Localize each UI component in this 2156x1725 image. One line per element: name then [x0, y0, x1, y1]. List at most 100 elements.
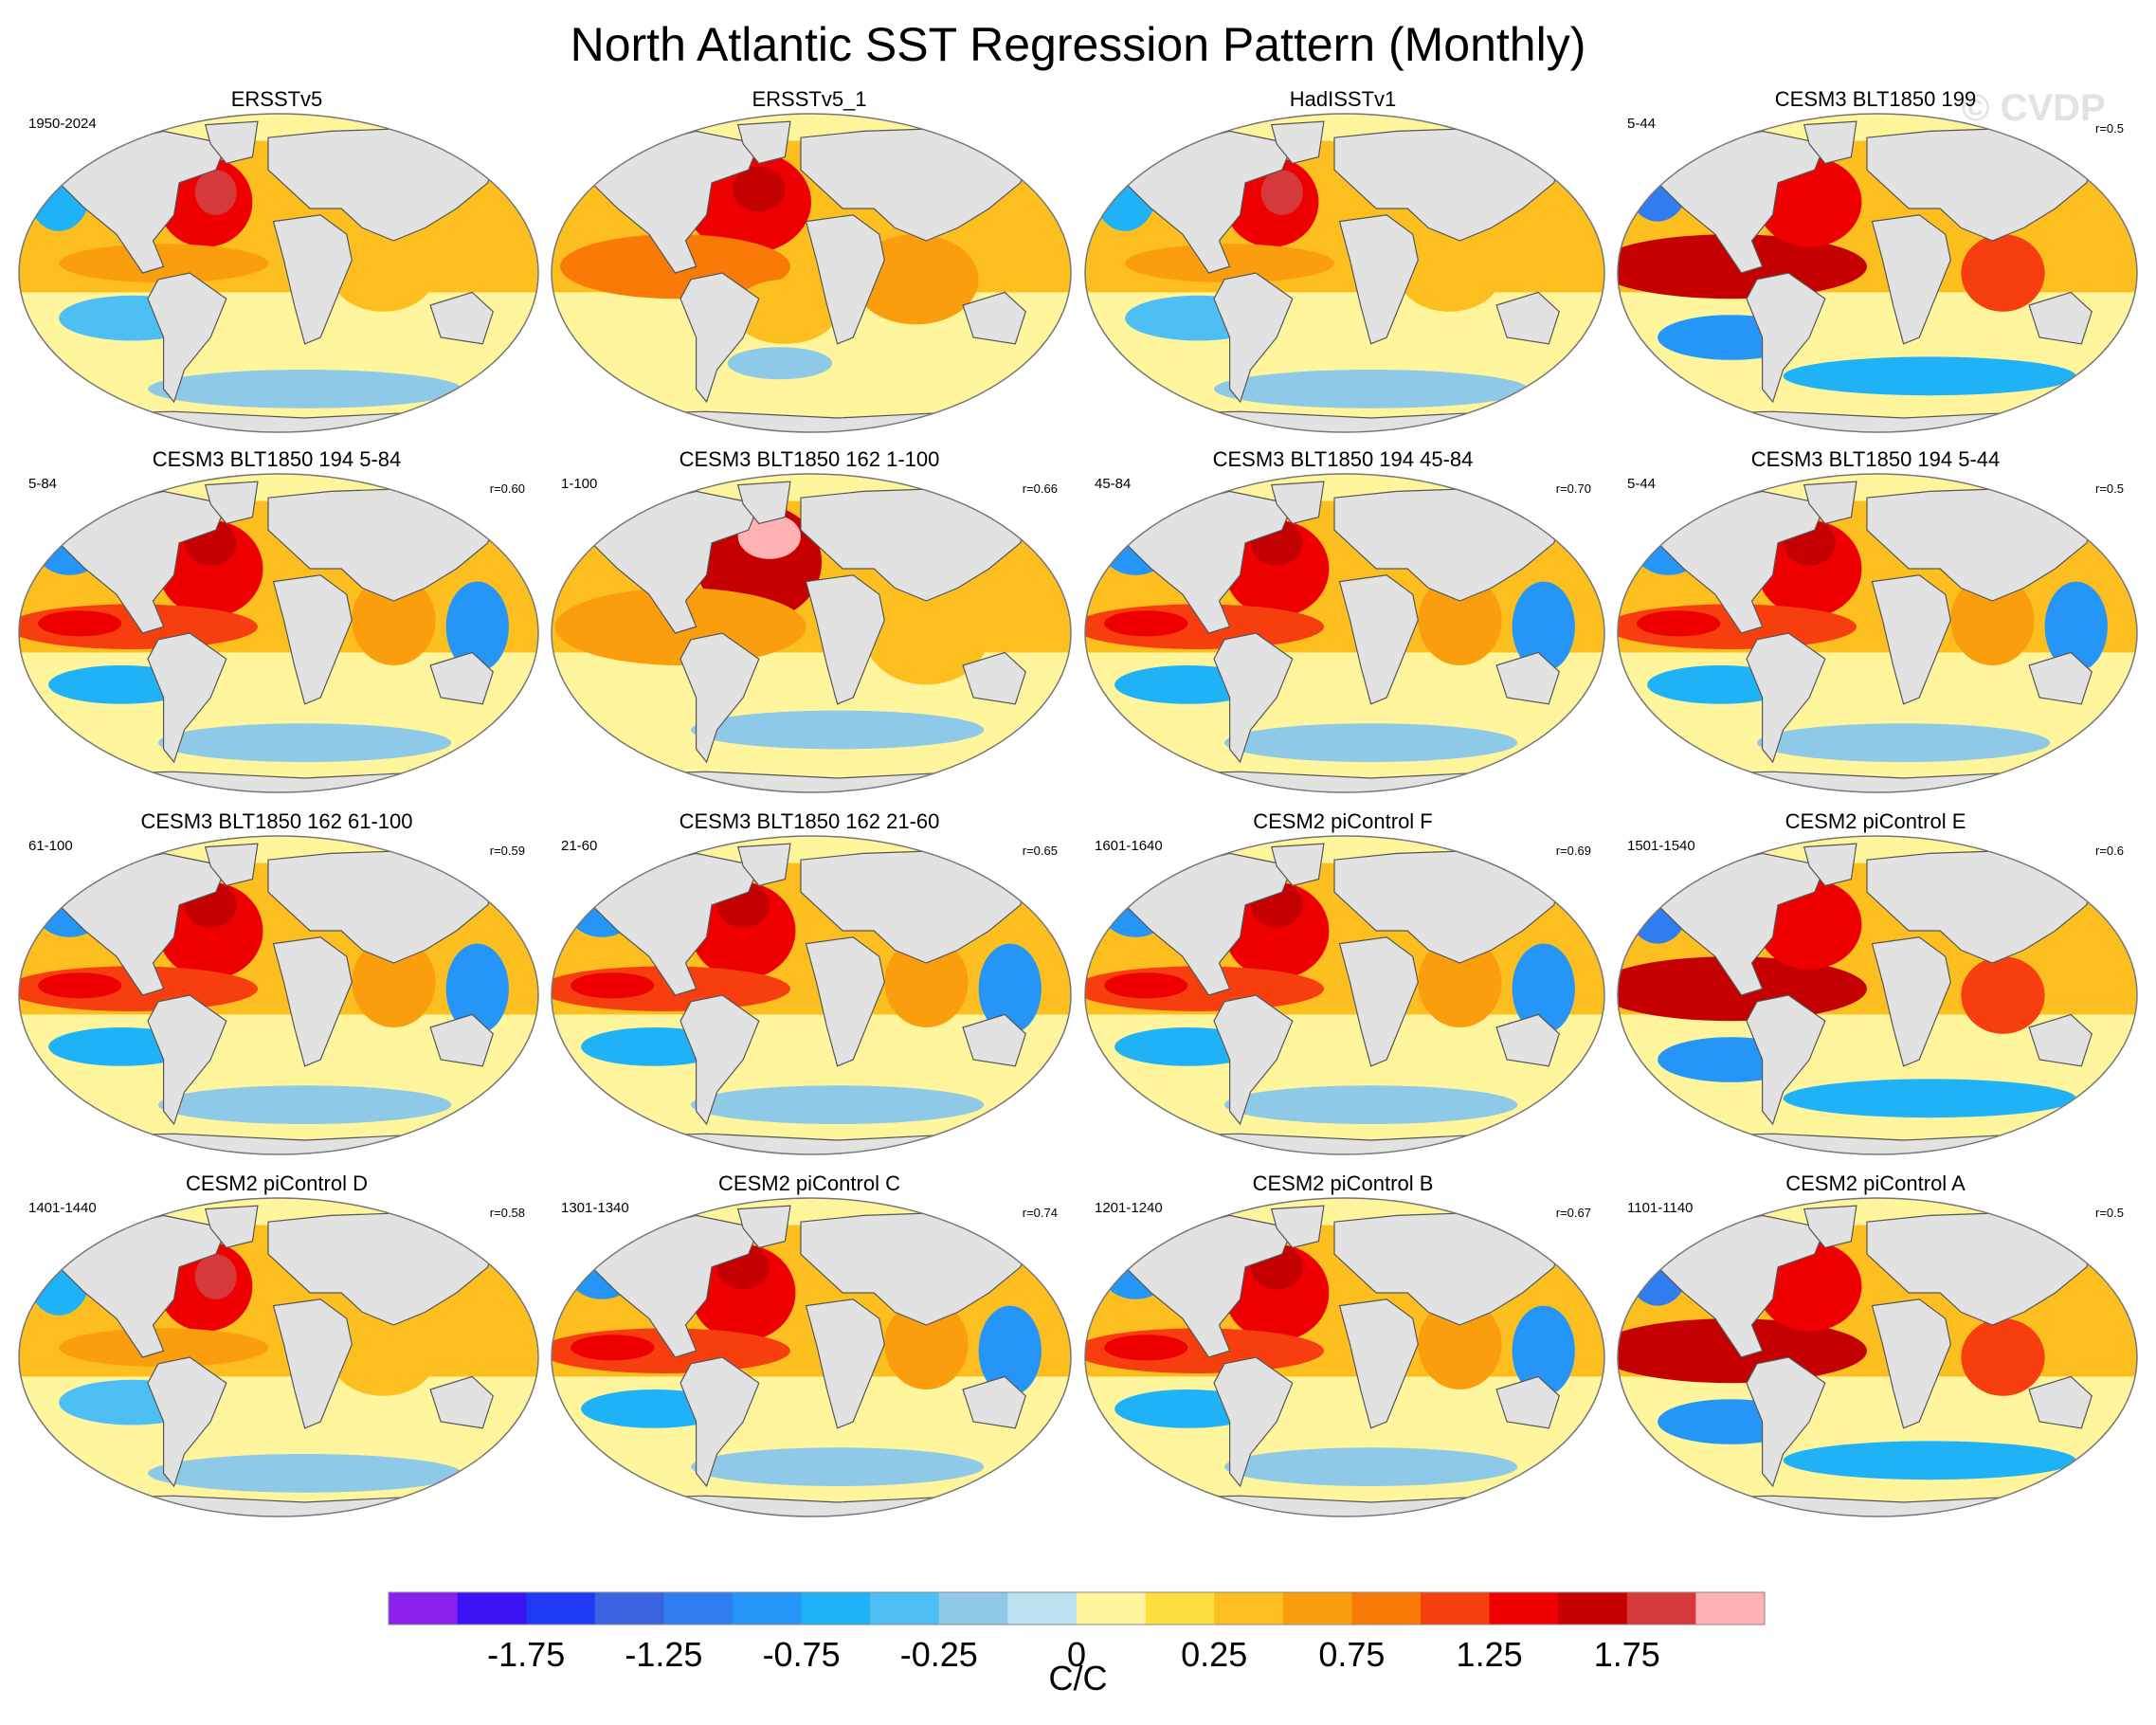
- world-map: [1084, 113, 1605, 433]
- map-border: [551, 473, 1072, 793]
- indian-ocean-warm: [863, 581, 989, 685]
- world-map: [551, 113, 1072, 433]
- south-atlantic-warm: [733, 279, 838, 344]
- africa-land: [1338, 574, 1419, 705]
- south-america-land: [1746, 632, 1826, 764]
- greenland-land: [204, 1205, 259, 1249]
- map-panel: CESM2 piControl E 1501-1540 r=0.6: [1610, 809, 2141, 1155]
- north-atlantic-warm: [1224, 1244, 1330, 1341]
- indian-ocean-warm: [1961, 1318, 2045, 1396]
- panel-correlation-label: r=0.5: [2095, 481, 2124, 496]
- map-panel: ERSSTv5_1: [544, 87, 1075, 433]
- map-border: [551, 1197, 1072, 1517]
- west-pacific-cold: [978, 943, 1042, 1034]
- panel-correlation-label: r=0.6: [2095, 844, 2124, 858]
- greenland-land: [1270, 1205, 1325, 1249]
- greenland-land: [204, 120, 259, 165]
- south-america-land: [1746, 994, 1826, 1126]
- south-america-land: [1746, 1356, 1826, 1488]
- map-panel: HadISSTv1: [1078, 87, 1608, 433]
- colorbar-swatch: [938, 1592, 1008, 1625]
- panel-years-label: 5-44: [1627, 116, 1657, 132]
- australia-land: [429, 651, 494, 705]
- panel-title: CESM3 BLT1850 194 45-84: [1212, 447, 1474, 471]
- tropical-pacific-max: [1637, 610, 1721, 637]
- panel-title: CESM2 piControl A: [1785, 1171, 1966, 1195]
- colorbar-swatch: [1626, 1592, 1696, 1625]
- australia-land: [1495, 651, 1560, 705]
- tropical-pacific-max: [1104, 1335, 1188, 1361]
- colorbar-units-label: C/C: [1048, 1659, 1108, 1698]
- australia-land: [1495, 1375, 1560, 1429]
- greenland-land: [1270, 843, 1325, 887]
- map-panel: CESM3 BLT1850 162 1-100 1-100 r=0.66: [544, 447, 1075, 793]
- panel-title: CESM3 BLT1850 162 61-100: [140, 809, 413, 833]
- panel-title: ERSSTv5_1: [752, 87, 867, 111]
- panel-correlation-label: r=0.74: [1022, 1206, 1058, 1220]
- map-border: [1617, 113, 2138, 433]
- southern-ocean-band: [1224, 723, 1518, 762]
- panel-years-label: 1401-1440: [28, 1200, 97, 1216]
- colorbar-swatch: [1695, 1592, 1766, 1625]
- panel-title: CESM3 BLT1850 194 5-44: [1750, 447, 2001, 471]
- panel-years-label: 5-84: [28, 476, 58, 492]
- tropical-pacific-max: [571, 972, 655, 999]
- colorbar-swatch: [1421, 1592, 1491, 1625]
- greenland-land: [736, 843, 791, 887]
- panel-years-label: 1501-1540: [1627, 838, 1695, 854]
- world-map: [1084, 835, 1605, 1155]
- australia-land: [429, 1375, 494, 1429]
- west-pacific-cold: [445, 943, 509, 1034]
- greenland-land: [204, 481, 259, 525]
- map-panel: CESM3 BLT1850 194 5-84 5-84 r=0.60: [11, 447, 542, 793]
- africa-land: [805, 1298, 885, 1429]
- greenland-land: [1270, 120, 1325, 165]
- southern-ocean-band: [158, 723, 452, 762]
- west-pacific-cold: [1512, 1305, 1575, 1396]
- australia-land: [2028, 1013, 2093, 1067]
- west-pacific-cold: [978, 1305, 1042, 1396]
- colorbar-swatch: [1077, 1592, 1147, 1625]
- south-america-land: [679, 272, 760, 404]
- australia-land: [1495, 1013, 1560, 1067]
- subpolar-gyre-max: [737, 514, 801, 559]
- southern-ocean-cold: [1783, 1441, 2076, 1480]
- north-atlantic-warm: [1757, 520, 1862, 617]
- australia-land: [2028, 651, 2093, 705]
- panel-correlation-label: r=0.70: [1555, 481, 1591, 496]
- australia-land: [1495, 291, 1560, 345]
- indian-ocean-warm: [1950, 574, 2035, 665]
- panel-title: HadISSTv1: [1289, 87, 1397, 111]
- south-america-land: [679, 1356, 760, 1488]
- colorbar-swatch: [389, 1592, 459, 1625]
- southern-ocean-band: [691, 1085, 985, 1124]
- panel-title: CESM3 BLT1850 162 21-60: [679, 809, 940, 833]
- map-panel: ERSSTv5 1950-2024: [11, 87, 542, 433]
- indian-ocean-warm: [1418, 1298, 1502, 1389]
- world-map: [551, 835, 1072, 1155]
- southern-ocean-band: [1224, 1085, 1518, 1124]
- colorbar-swatch: [733, 1592, 803, 1625]
- panel-years-label: 1201-1240: [1095, 1200, 1163, 1216]
- southern-ocean-band: [158, 1085, 452, 1124]
- indian-ocean-warm: [1961, 956, 2045, 1034]
- figure-title: North Atlantic SST Regression Pattern (M…: [570, 18, 1586, 71]
- west-pacific-cold: [1512, 943, 1575, 1034]
- southern-ocean-cold: [1783, 356, 2076, 396]
- greenland-land: [1803, 843, 1857, 887]
- tropical-pacific-warm: [59, 1328, 268, 1368]
- map-border: [1617, 473, 2138, 793]
- africa-land: [805, 574, 885, 705]
- subpolar-gyre-max: [194, 170, 237, 215]
- southern-ocean-band: [1224, 1447, 1518, 1486]
- map-border: [18, 113, 539, 433]
- greenland-land: [1803, 481, 1857, 525]
- colorbar-swatch: [457, 1592, 527, 1625]
- colorbar-swatch: [663, 1592, 734, 1625]
- colorbar-swatch: [1558, 1592, 1628, 1625]
- panel-correlation-label: r=0.58: [489, 1206, 525, 1220]
- panel-years-label: 1301-1340: [561, 1200, 629, 1216]
- panel-correlation-label: r=0.66: [1022, 481, 1058, 496]
- panel-correlation-label: r=0.5: [2095, 1206, 2124, 1220]
- panel-years-label: 1101-1140: [1627, 1200, 1694, 1216]
